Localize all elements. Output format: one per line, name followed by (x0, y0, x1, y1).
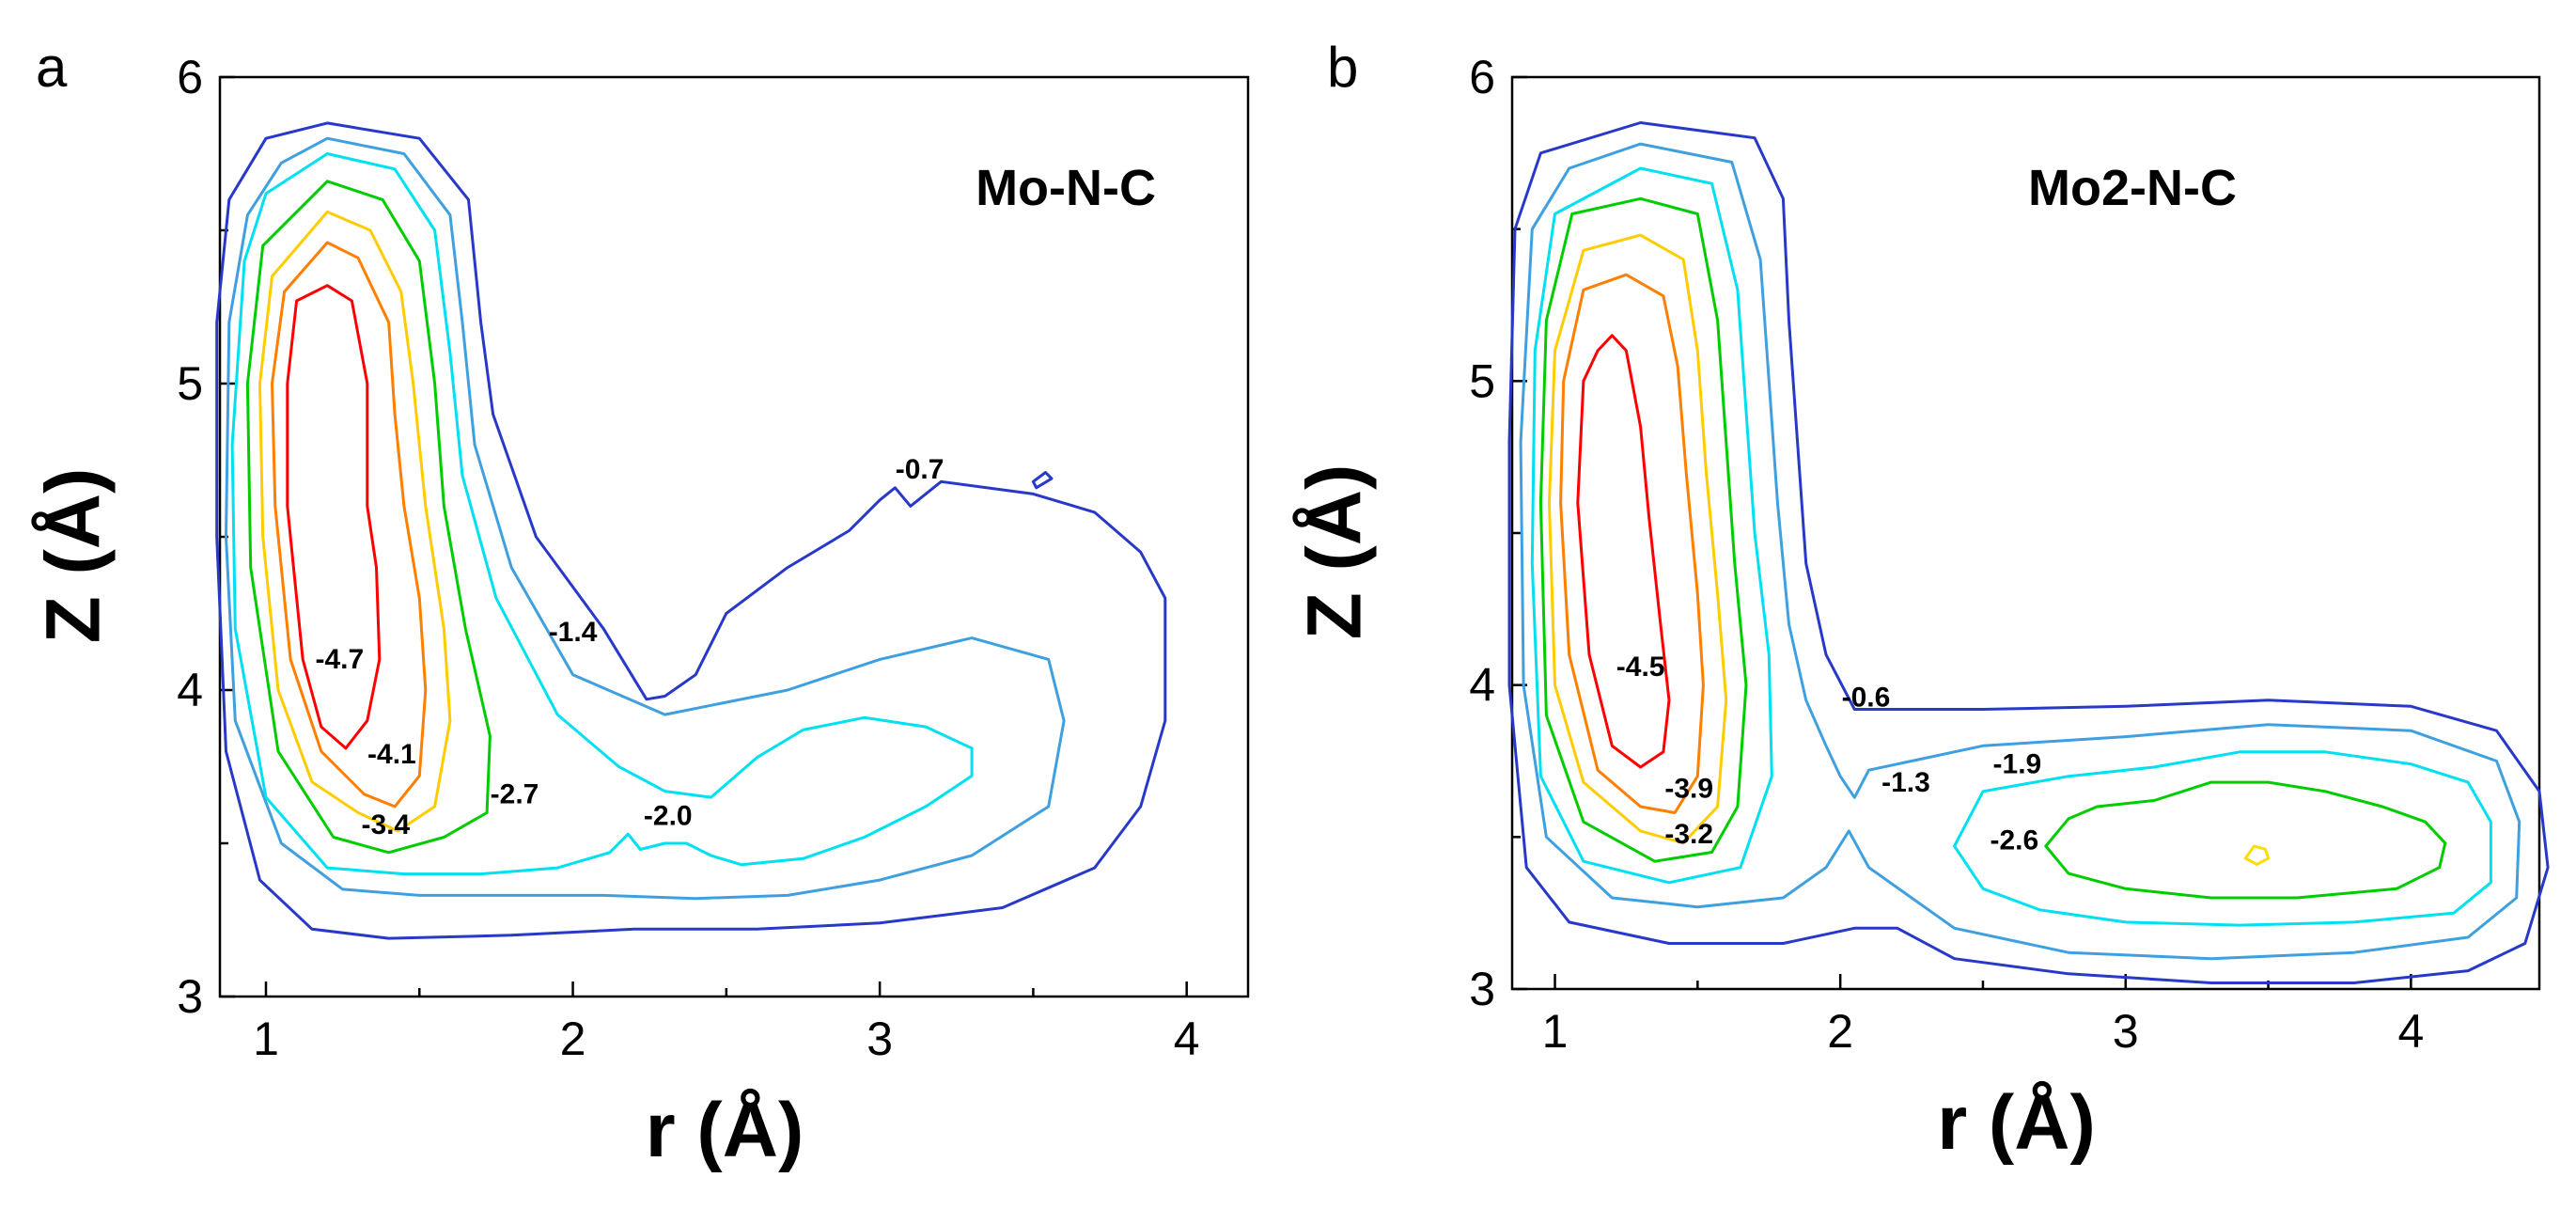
panel-letter: a (36, 36, 68, 99)
contour-label: -4.1 (367, 739, 416, 770)
x-tick-label: 2 (1827, 1005, 1853, 1058)
contour-lines (1507, 121, 2550, 984)
x-tick-label: 3 (2113, 1005, 2139, 1058)
contour-label: -0.6 (1842, 682, 1891, 713)
contour-label: -4.7 (316, 644, 365, 675)
contour-label: -4.5 (1616, 652, 1665, 683)
contour-line (215, 121, 1167, 940)
contour-label: -2.6 (1991, 824, 2039, 856)
contour-lines (215, 121, 1167, 940)
y-tick-label: 4 (1469, 659, 1495, 712)
contour-label: -1.4 (549, 617, 598, 648)
contour-line (1031, 471, 1054, 490)
contour-line (245, 180, 492, 855)
contour-label: -2.0 (644, 800, 693, 831)
x-tick-label: 1 (253, 1013, 279, 1065)
contour-line (286, 284, 382, 750)
contour-label: -3.2 (1664, 819, 1713, 850)
x-axis-title: r (Å) (1937, 1080, 2096, 1166)
contour-line (1538, 196, 1748, 863)
y-axis-title: Z (Å) (1292, 464, 1378, 640)
contour-line (1519, 142, 2521, 961)
y-tick-label: 3 (1469, 963, 1495, 1015)
contour-line (271, 241, 428, 809)
contour-line (2044, 780, 2447, 900)
contour-label: -3.9 (1664, 773, 1713, 804)
y-tick-label: 5 (177, 357, 203, 410)
contour-line (1548, 233, 1728, 845)
y-axis-title: Z (Å) (31, 468, 117, 644)
contour-label: -2.7 (491, 779, 539, 810)
x-tick-label: 4 (2397, 1005, 2424, 1058)
x-tick-label: 3 (866, 1013, 893, 1065)
contour-label: -0.7 (896, 454, 945, 485)
contour-label: -1.3 (1881, 767, 1930, 798)
contour-line (258, 210, 452, 833)
contour-line (225, 136, 1066, 901)
x-tick-label: 2 (560, 1013, 586, 1065)
panel-letter: b (1327, 36, 1358, 99)
contour-line (1953, 750, 2492, 927)
x-tick-label: 1 (1542, 1005, 1569, 1058)
contour-label: -1.9 (1993, 748, 2042, 779)
x-axis-title: r (Å) (646, 1088, 804, 1173)
panel-b: b 1 2 3 4 3 4 5 6 r (Å) Z (Å) Mo2-N-C -4.5 -3.9 -3.2 -2… (1292, 36, 2550, 1166)
y-tick-label: 6 (1469, 51, 1495, 103)
y-tick-label: 6 (177, 51, 203, 103)
contour-label: -3.4 (361, 809, 410, 840)
contour-line (1559, 273, 1705, 814)
y-tick-label: 3 (177, 970, 203, 1023)
contour-line (1530, 166, 1773, 885)
chart-title: Mo-N-C (976, 160, 1156, 216)
contour-line (1507, 121, 2550, 984)
y-tick-label: 5 (1469, 354, 1495, 407)
chart-title: Mo2-N-C (2028, 160, 2237, 216)
contour-line (1576, 334, 1671, 769)
panel-a: a 1 2 3 4 3 4 5 6 r (Å) Z (Å) Mo-N-C -4.7 -4.1 -3.4 -2.… (31, 36, 1250, 1173)
y-tick-label: 4 (177, 664, 203, 716)
contour-line (230, 152, 974, 876)
contour-line (2243, 844, 2271, 866)
x-tick-label: 4 (1174, 1013, 1200, 1065)
